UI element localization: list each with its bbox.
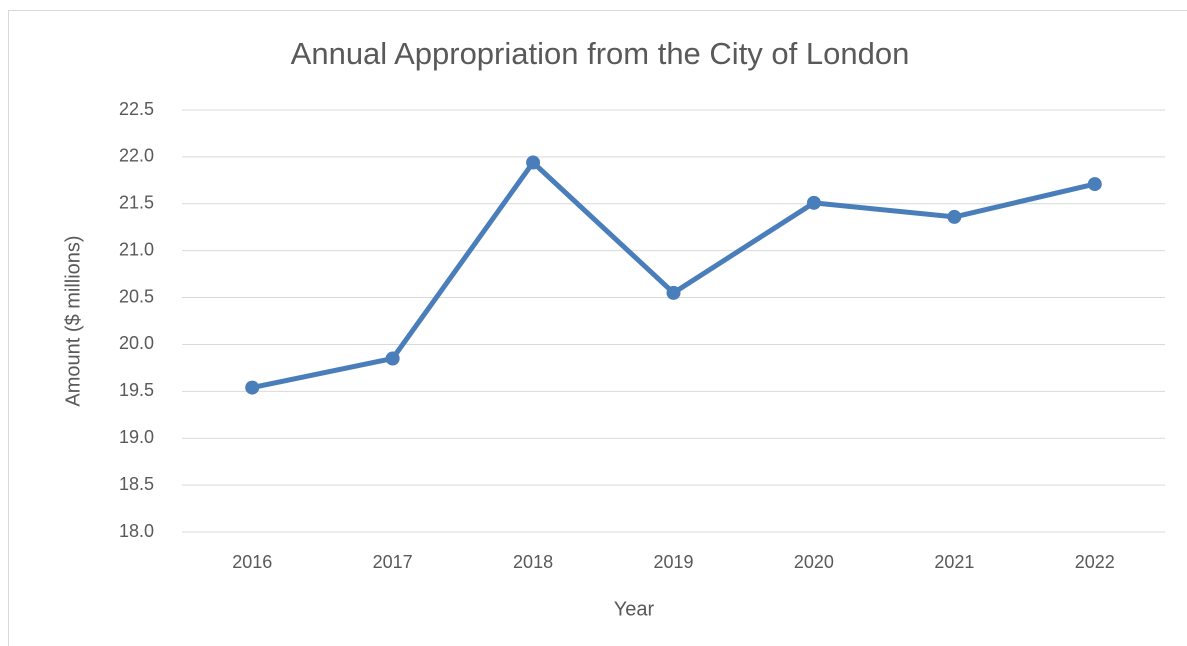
y-tick-label: 21.0 [119,239,154,259]
x-tick-label: 2018 [513,552,553,572]
y-tick-label: 22.0 [119,146,154,166]
y-tick-label: 20.5 [119,286,154,306]
x-tick-label: 2019 [653,552,693,572]
data-line [251,160,1096,391]
y-tick-label: 20.0 [119,333,154,353]
y-tick-label: 19.0 [119,427,154,447]
data-point [947,209,962,224]
data-point [245,380,260,395]
x-tick-label: 2021 [934,552,974,572]
y-axis-label: Amount ($ millions) [62,235,84,406]
y-tick-label: 18.0 [119,521,154,541]
y-tick-label: 19.5 [119,380,154,400]
x-tick-label: 2022 [1075,552,1115,572]
y-tick-label: 22.5 [119,99,154,119]
data-point [385,351,400,366]
x-axis-label: Year [614,598,655,620]
y-tick-label: 21.5 [119,193,154,213]
y-tick-label: 18.5 [119,474,154,494]
x-tick-label: 2020 [794,552,834,572]
data-point [526,155,541,170]
data-point [806,195,821,210]
chart-title: Annual Appropriation from the City of Lo… [291,36,910,71]
data-point [1087,177,1102,192]
x-tick-label: 2017 [373,552,413,572]
x-tick-label: 2016 [232,552,272,572]
chart-border [8,10,1187,646]
data-point [666,285,681,300]
